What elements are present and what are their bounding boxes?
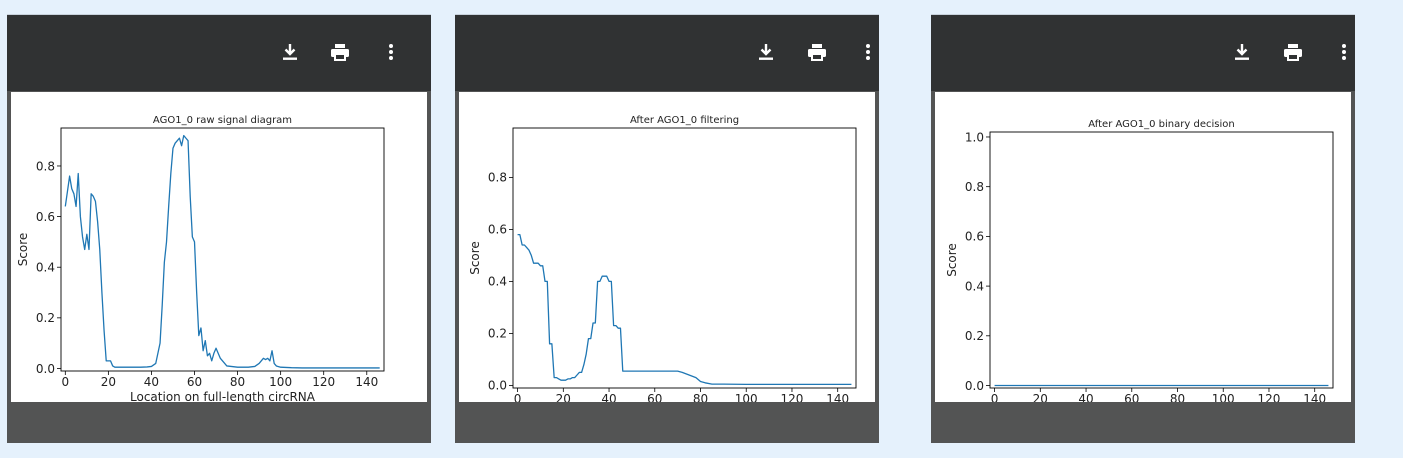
x-tick-label: 60 [187, 375, 202, 389]
y-tick-label: 0.6 [488, 223, 507, 237]
x-tick-label: 120 [312, 375, 335, 389]
more-vert-icon[interactable] [1333, 41, 1355, 63]
y-tick-label: 0.2 [965, 329, 984, 343]
print-icon[interactable] [1282, 41, 1304, 63]
x-tick-label: 100 [269, 375, 292, 389]
y-axis-label: Score [945, 243, 959, 277]
x-tick-label: 80 [230, 375, 245, 389]
x-tick-label: 40 [1078, 392, 1093, 402]
x-tick-label: 40 [144, 375, 159, 389]
x-tick-label: 100 [735, 392, 758, 402]
x-tick-label: 140 [1303, 392, 1326, 402]
chart-title: AGO1_0 raw signal diagram [153, 115, 292, 126]
chart-toolbar [455, 15, 879, 91]
x-tick-label: 80 [1170, 392, 1185, 402]
x-tick-label: 120 [781, 392, 804, 402]
y-tick-label: 1.0 [965, 130, 984, 144]
plot-frame [60, 127, 385, 372]
x-tick-label: 140 [355, 375, 378, 389]
x-tick-label: 60 [1124, 392, 1139, 402]
chart-toolbar [7, 15, 431, 91]
x-tick-label: 80 [693, 392, 708, 402]
chart-panel-3: 0 20 40 60 80 100 120 140 0.0 0.2 0.4 0.6 0.8 1.0 Afte… [931, 14, 1355, 443]
y-tick-label: 0.2 [488, 327, 507, 341]
x-tick-label: 20 [101, 375, 116, 389]
more-vert-icon[interactable] [857, 41, 879, 63]
x-tick-label: 20 [1033, 392, 1048, 402]
download-icon[interactable] [279, 41, 301, 63]
chart-paper: 0 20 40 60 80 100 120 140 0.0 0.2 0.4 0.6 0.8 AGO1_0 … [11, 92, 427, 402]
series-line-0 [64, 134, 380, 369]
y-tick-label: 0.0 [36, 362, 55, 376]
chart-svg: 0 20 40 60 80 100 120 140 0.0 0.2 0.4 0.6 0.8 1.0 Afte… [945, 119, 1334, 402]
x-tick-label: 100 [1212, 392, 1235, 402]
more-vert-icon[interactable] [380, 41, 402, 63]
download-icon[interactable] [755, 41, 777, 63]
x-tick-label: 0 [61, 375, 69, 389]
print-icon[interactable] [329, 41, 351, 63]
y-tick-label: 0.2 [36, 311, 55, 325]
plot-frame [512, 127, 857, 389]
print-icon[interactable] [806, 41, 828, 63]
y-tick-label: 0.4 [488, 275, 507, 289]
chart-panel-2: 0 20 40 60 80 100 120 140 0.0 0.2 0.4 0.6 0.8 After A… [455, 14, 879, 443]
y-tick-label: 0.4 [965, 279, 984, 293]
x-tick-label: 120 [1258, 392, 1281, 402]
chart-title: After AGO1_0 binary decision [1088, 119, 1234, 130]
y-tick-label: 0.4 [36, 261, 55, 275]
y-tick-label: 0.8 [36, 159, 55, 173]
chart-paper: 0 20 40 60 80 100 120 140 0.0 0.2 0.4 0.6 0.8 1.0 Afte… [935, 92, 1351, 402]
chart-title: After AGO1_0 filtering [630, 115, 739, 126]
y-tick-label: 0.8 [965, 180, 984, 194]
x-tick-label: 60 [647, 392, 662, 402]
x-tick-label: 0 [991, 392, 999, 402]
x-axis-label: Location on full-length circRNA [130, 390, 316, 402]
download-icon[interactable] [1231, 41, 1253, 63]
y-axis-label: Score [468, 241, 482, 275]
y-tick-label: 0.0 [488, 379, 507, 393]
x-tick-label: 0 [514, 392, 522, 402]
x-tick-label: 20 [556, 392, 571, 402]
x-tick-label: 140 [826, 392, 849, 402]
y-tick-label: 0.8 [488, 171, 507, 185]
plot-frame [989, 131, 1334, 389]
y-tick-label: 0.0 [965, 379, 984, 393]
y-tick-label: 0.6 [36, 210, 55, 224]
y-tick-label: 0.6 [965, 230, 984, 244]
chart-toolbar [931, 15, 1355, 91]
x-tick-label: 40 [601, 392, 616, 402]
y-axis-label: Score [16, 233, 30, 267]
chart-svg: 0 20 40 60 80 100 120 140 0.0 0.2 0.4 0.6 0.8 AGO1_0 … [16, 115, 385, 402]
chart-svg: 0 20 40 60 80 100 120 140 0.0 0.2 0.4 0.6 0.8 After A… [468, 115, 857, 402]
series-line-0 [517, 233, 852, 386]
chart-paper: 0 20 40 60 80 100 120 140 0.0 0.2 0.4 0.6 0.8 After A… [459, 92, 875, 402]
chart-panel-1: 0 20 40 60 80 100 120 140 0.0 0.2 0.4 0.6 0.8 AGO1_0 … [7, 14, 431, 443]
